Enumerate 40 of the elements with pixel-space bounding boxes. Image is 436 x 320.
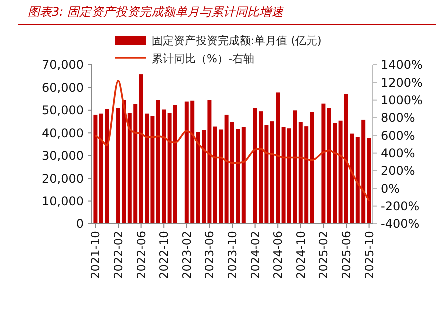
bar (322, 104, 326, 224)
y2-tick-label: 600% (381, 128, 416, 143)
x-tick-label: 2023-06 (202, 231, 217, 280)
y-tick-label: 10,000 (42, 194, 84, 208)
x-tick-label: 2022-10 (157, 231, 172, 280)
y-tick-label: 0 (76, 217, 84, 232)
y2-tick-label: 1400% (381, 58, 423, 72)
y2-tick-label: 400% (381, 146, 416, 161)
x-tick-label: 2025-06 (340, 231, 354, 280)
chart-title: 图表3: 固定资产投资完成额单月与累计同比增速 (28, 5, 284, 19)
y-tick-label: 30,000 (42, 149, 84, 164)
bar (310, 112, 314, 224)
y2-tick-label: 0% (381, 182, 400, 196)
x-tick-label: 2025-10 (362, 231, 376, 280)
y-tick-label: 60,000 (42, 80, 84, 95)
x-tick-label: 2024-10 (294, 231, 308, 280)
y2-tick-label: -200% (381, 200, 420, 214)
y-tick-label: 20,000 (42, 172, 84, 186)
y2-tick-label: -400% (381, 217, 420, 232)
x-tick-label: 2023-10 (226, 231, 240, 280)
y-tick-label: 40,000 (42, 126, 84, 140)
x-tick-label: 2024-02 (248, 231, 262, 280)
legend-label: 固定资产投资完成额:单月值 (亿元) (152, 34, 322, 48)
bar (242, 127, 246, 224)
x-tick-label: 2022-06 (134, 231, 148, 280)
y2-tick-label: 800% (381, 111, 416, 126)
y2-tick-label: 1200% (381, 76, 423, 90)
x-tick-label: 2024-06 (271, 231, 286, 280)
x-tick-label: 2023-02 (180, 231, 194, 280)
line-series (94, 80, 370, 202)
x-tick-label: 2021-10 (88, 231, 103, 280)
bar (367, 138, 372, 224)
y-tick-label: 50,000 (42, 104, 84, 118)
bar (94, 114, 98, 224)
y-tick-label: 70,000 (42, 58, 84, 72)
legend-label: 累计同比（%）-右轴 (152, 52, 254, 66)
y2-tick-label: 1000% (381, 94, 423, 108)
x-tick-label: 2025-02 (316, 231, 331, 280)
x-tick-label: 2022-02 (112, 231, 126, 280)
y2-tick-label: 200% (381, 164, 416, 178)
